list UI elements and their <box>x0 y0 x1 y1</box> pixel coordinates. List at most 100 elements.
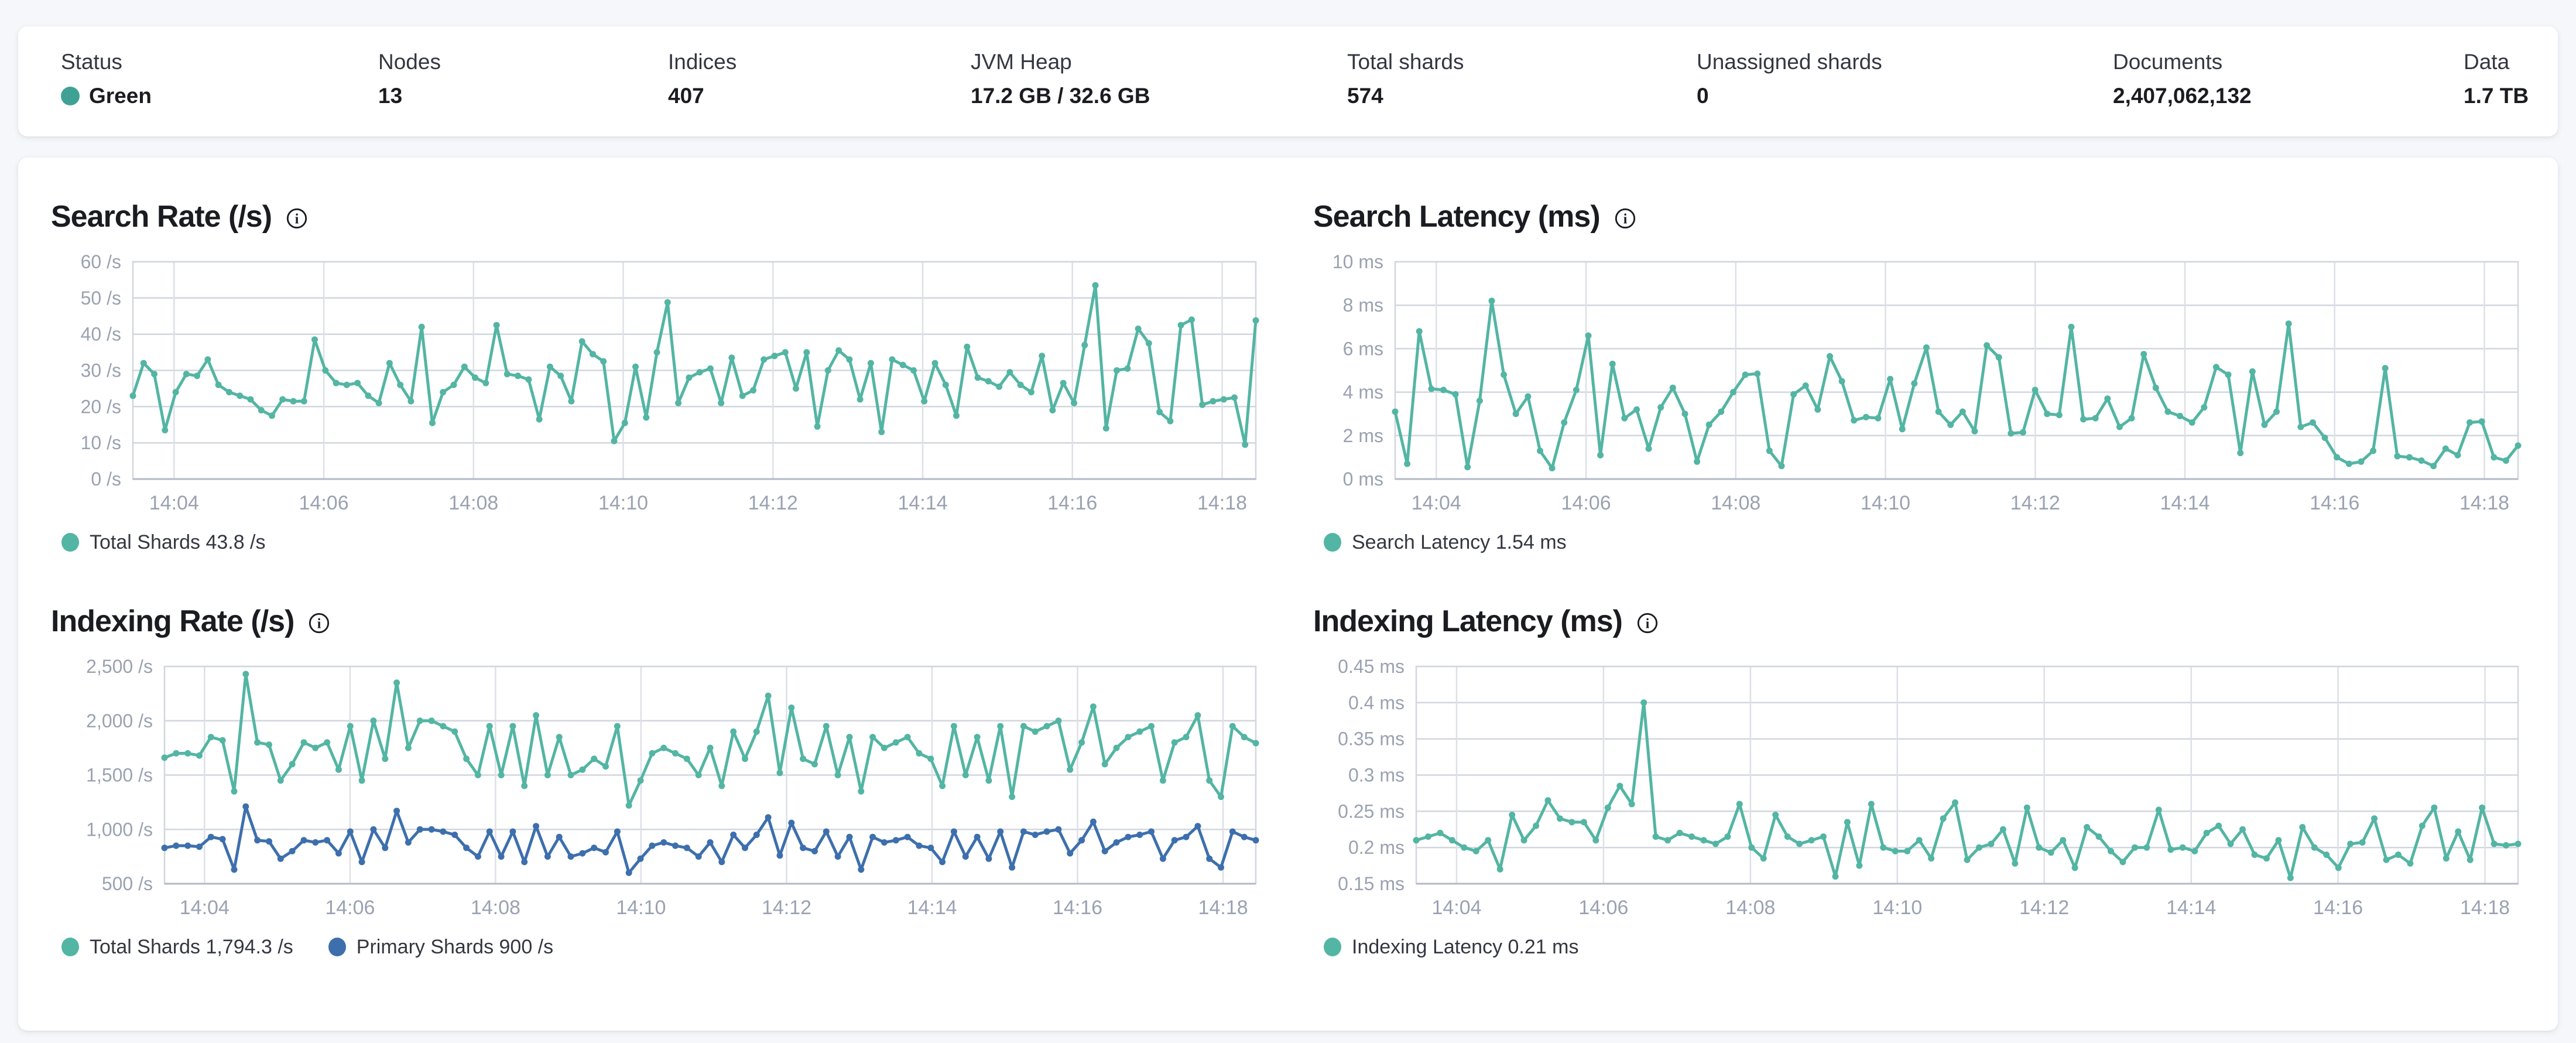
svg-text:14:06: 14:06 <box>325 897 375 919</box>
stat-value: 407 <box>668 84 704 108</box>
svg-text:0.45 ms: 0.45 ms <box>1338 659 1405 677</box>
charts-grid: Search Rate (/s) i 0 /s 10 /s 20 /s 30 /s 40… <box>18 158 2558 959</box>
svg-text:14:04: 14:04 <box>1412 492 1461 514</box>
legend-series-label: Total Shards 1,794.3 /s <box>90 936 293 958</box>
svg-text:i: i <box>1646 617 1650 632</box>
legend-item[interactable]: Total Shards 43.8 /s <box>61 531 266 554</box>
legend-item[interactable]: Indexing Latency 0.21 ms <box>1324 935 1578 959</box>
legend-series-dot-icon <box>1324 938 1341 956</box>
svg-text:14:04: 14:04 <box>149 492 199 514</box>
svg-text:14:14: 14:14 <box>2166 897 2216 919</box>
svg-text:4 ms: 4 ms <box>1343 382 1383 403</box>
chart-search-latency: Search Latency (ms) i 0 ms 2 ms 4 ms 6 ms 8 … <box>1313 199 2525 554</box>
chart-legend: Total Shards 43.8 /s <box>51 531 1263 554</box>
stat-unassigned-shards: Unassigned shards 0 <box>1697 50 1882 108</box>
svg-text:14:12: 14:12 <box>2019 897 2069 919</box>
stat-label: Documents <box>2113 50 2223 74</box>
svg-text:14:14: 14:14 <box>2160 492 2210 514</box>
svg-text:0 ms: 0 ms <box>1343 469 1383 490</box>
svg-text:60 /s: 60 /s <box>81 255 121 272</box>
chart-title: Indexing Latency (ms) <box>1313 604 1623 638</box>
legend-series-label: Total Shards 43.8 /s <box>90 531 266 553</box>
svg-text:14:10: 14:10 <box>598 492 648 514</box>
svg-text:14:10: 14:10 <box>616 897 666 919</box>
svg-text:10 ms: 10 ms <box>1332 255 1383 272</box>
legend-series-label: Primary Shards 900 /s <box>356 936 554 958</box>
stat-label: Indices <box>668 50 737 74</box>
svg-text:14:16: 14:16 <box>2313 897 2363 919</box>
info-icon[interactable]: i <box>1636 612 1659 634</box>
svg-text:50 /s: 50 /s <box>81 288 121 309</box>
chart-title: Search Latency (ms) <box>1313 200 1601 234</box>
metrics-panel: Search Rate (/s) i 0 /s 10 /s 20 /s 30 /s 40… <box>18 158 2558 1031</box>
legend-series-label: Indexing Latency 0.21 ms <box>1352 936 1579 958</box>
legend-item[interactable]: Search Latency 1.54 ms <box>1324 531 1567 554</box>
svg-text:14:14: 14:14 <box>898 492 947 514</box>
svg-text:0.35 ms: 0.35 ms <box>1338 729 1405 750</box>
chart-legend: Search Latency 1.54 ms <box>1313 531 2525 554</box>
svg-text:i: i <box>1623 212 1627 227</box>
indexing-rate-chart[interactable]: 500 /s 1,000 /s 1,500 /s 2,000 /s 2,500 /s 14… <box>51 659 1263 926</box>
svg-text:14:12: 14:12 <box>748 492 798 514</box>
legend-item[interactable]: Total Shards 1,794.3 /s <box>61 935 293 959</box>
svg-text:14:12: 14:12 <box>2010 492 2060 514</box>
stat-documents: Documents 2,407,062,132 <box>2113 50 2252 108</box>
svg-text:0.15 ms: 0.15 ms <box>1338 873 1405 894</box>
cluster-summary-bar: Status Green Nodes 13 Indices 407 JVM He… <box>18 26 2558 136</box>
svg-text:1,000 /s: 1,000 /s <box>86 819 153 840</box>
svg-text:2 ms: 2 ms <box>1343 425 1383 446</box>
stat-value: 0 <box>1697 84 1709 108</box>
info-icon[interactable]: i <box>286 207 308 230</box>
svg-text:14:10: 14:10 <box>1861 492 1910 514</box>
svg-text:i: i <box>295 212 299 227</box>
svg-text:14:08: 14:08 <box>1711 492 1760 514</box>
svg-text:0.2 ms: 0.2 ms <box>1348 837 1405 858</box>
svg-text:14:04: 14:04 <box>180 897 229 919</box>
info-icon[interactable]: i <box>308 612 330 634</box>
search-rate-chart[interactable]: 0 /s 10 /s 20 /s 30 /s 40 /s 50 /s 60 /s 14:04 1… <box>51 255 1263 521</box>
info-icon[interactable]: i <box>1614 207 1636 230</box>
svg-text:14:16: 14:16 <box>1053 897 1102 919</box>
legend-series-dot-icon <box>328 938 346 956</box>
legend-series-dot-icon <box>61 533 79 552</box>
svg-text:14:06: 14:06 <box>1561 492 1611 514</box>
legend-series-dot-icon <box>1324 533 1341 552</box>
stat-value: 13 <box>378 84 403 108</box>
svg-text:2,500 /s: 2,500 /s <box>86 659 153 677</box>
svg-text:14:16: 14:16 <box>1047 492 1097 514</box>
svg-text:14:08: 14:08 <box>1725 897 1775 919</box>
svg-text:0.4 ms: 0.4 ms <box>1348 692 1405 713</box>
stat-label: JVM Heap <box>971 50 1072 74</box>
svg-text:10 /s: 10 /s <box>81 432 121 453</box>
svg-text:40 /s: 40 /s <box>81 324 121 345</box>
svg-text:2,000 /s: 2,000 /s <box>86 710 153 731</box>
svg-text:14:18: 14:18 <box>1198 897 1248 919</box>
svg-text:14:12: 14:12 <box>762 897 811 919</box>
stat-value: 1.7 TB <box>2464 84 2529 108</box>
svg-text:30 /s: 30 /s <box>81 360 121 381</box>
legend-series-label: Search Latency 1.54 ms <box>1352 531 1567 553</box>
svg-text:14:04: 14:04 <box>1431 897 1481 919</box>
svg-text:14:16: 14:16 <box>2310 492 2359 514</box>
legend-series-dot-icon <box>61 938 79 956</box>
indexing-latency-chart[interactable]: 0.15 ms 0.2 ms 0.25 ms 0.3 ms 0.35 ms 0.4 ms 0… <box>1313 659 2525 926</box>
stat-label: Data <box>2464 50 2510 74</box>
chart-title: Indexing Rate (/s) <box>51 604 294 638</box>
svg-text:14:08: 14:08 <box>471 897 520 919</box>
svg-text:20 /s: 20 /s <box>81 396 121 417</box>
search-latency-chart[interactable]: 0 ms 2 ms 4 ms 6 ms 8 ms 10 ms 14:04 14:06 14:08… <box>1313 255 2525 521</box>
stat-value: 2,407,062,132 <box>2113 84 2252 108</box>
status-health-dot-icon <box>61 87 80 105</box>
svg-text:8 ms: 8 ms <box>1343 295 1383 316</box>
stat-label: Nodes <box>378 50 441 74</box>
svg-text:0.3 ms: 0.3 ms <box>1348 765 1405 786</box>
stat-data-size: Data 1.7 TB <box>2464 50 2529 108</box>
svg-text:1,500 /s: 1,500 /s <box>86 765 153 786</box>
legend-item[interactable]: Primary Shards 900 /s <box>328 935 553 959</box>
stat-label: Status <box>61 50 122 74</box>
svg-text:0 /s: 0 /s <box>91 469 121 490</box>
svg-text:14:18: 14:18 <box>2460 897 2510 919</box>
stat-value: 17.2 GB / 32.6 GB <box>971 84 1150 108</box>
svg-text:14:14: 14:14 <box>907 897 957 919</box>
stat-total-shards: Total shards 574 <box>1347 50 1464 108</box>
